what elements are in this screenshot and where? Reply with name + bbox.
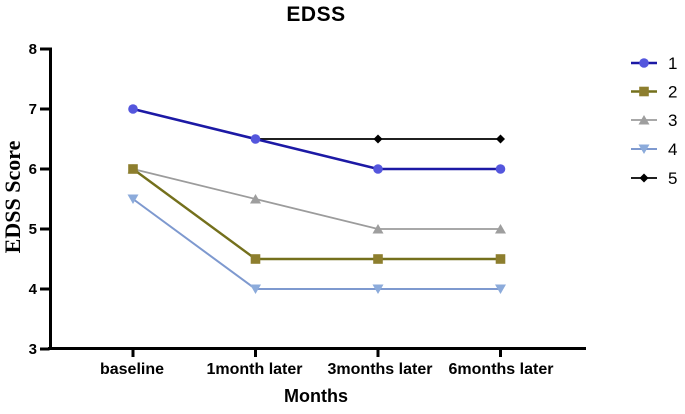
svg-text:6: 6: [29, 161, 37, 178]
svg-text:4: 4: [29, 281, 38, 298]
svg-text:1: 1: [668, 54, 677, 73]
svg-text:EDSS Score: EDSS Score: [0, 140, 25, 253]
svg-text:Months: Months: [284, 386, 348, 406]
svg-text:1month later: 1month later: [206, 361, 302, 378]
svg-text:5: 5: [29, 221, 37, 238]
svg-text:3: 3: [668, 111, 677, 130]
svg-text:7: 7: [29, 101, 37, 118]
svg-text:3: 3: [29, 341, 37, 358]
svg-text:EDSS: EDSS: [286, 3, 345, 26]
svg-text:baseline: baseline: [100, 361, 164, 378]
svg-text:6months later: 6months later: [449, 361, 554, 378]
svg-text:5: 5: [668, 169, 677, 188]
svg-text:4: 4: [668, 140, 677, 159]
svg-text:3months later: 3months later: [328, 361, 433, 378]
svg-text:2: 2: [668, 83, 677, 102]
svg-text:8: 8: [29, 41, 37, 58]
